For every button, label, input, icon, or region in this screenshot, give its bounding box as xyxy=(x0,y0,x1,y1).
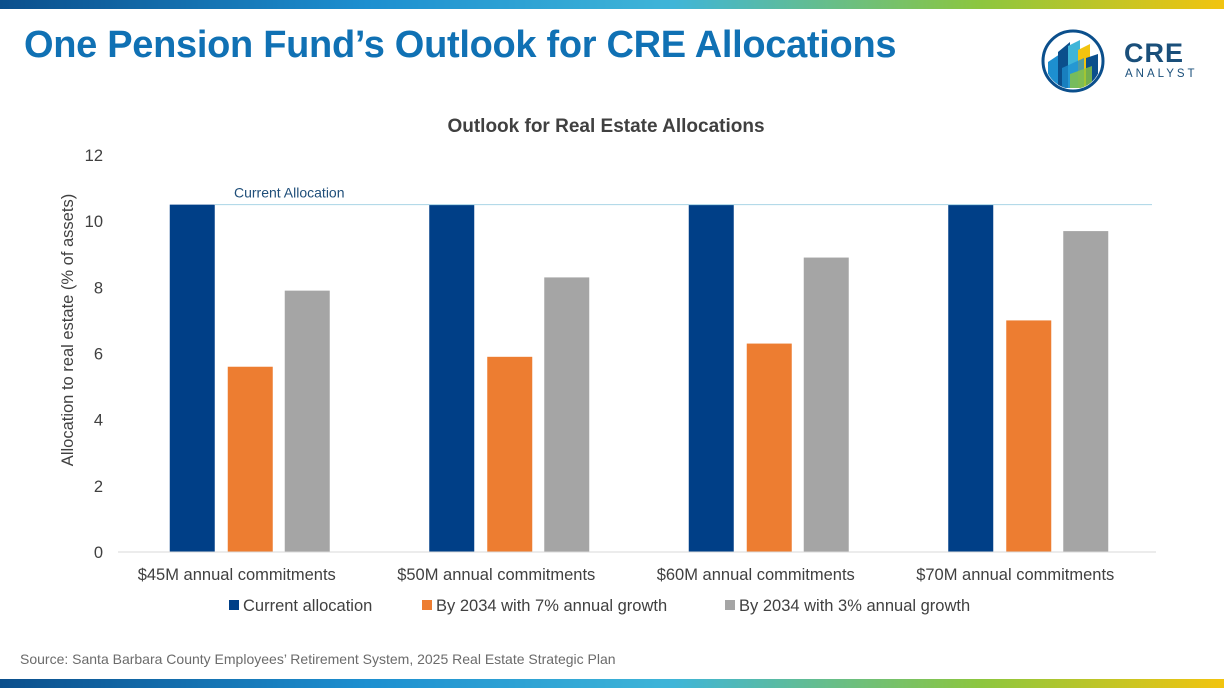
bottom-accent-bar xyxy=(0,679,1224,688)
source-note: Source: Santa Barbara County Employees’ … xyxy=(20,651,616,667)
y-tick-label: 0 xyxy=(94,544,103,562)
chart-title: Outlook for Real Estate Allocations xyxy=(447,116,764,137)
y-axis-label: Allocation to real estate (% of assets) xyxy=(59,194,77,466)
reference-line-group: Current Allocation xyxy=(215,185,1152,206)
bar-3pct-2 xyxy=(544,277,590,552)
bar-7pct-1 xyxy=(227,366,273,552)
legend-label: Current allocation xyxy=(243,597,372,615)
reference-line-label: Current Allocation xyxy=(234,185,345,201)
bar-7pct-4 xyxy=(1006,320,1052,552)
bar-3pct-4 xyxy=(1063,231,1109,552)
y-tick-label: 6 xyxy=(94,346,103,364)
bar-series xyxy=(169,204,1109,552)
y-tick-label: 10 xyxy=(85,213,103,231)
x-tick-label: $60M annual commitments xyxy=(657,566,855,584)
page-title: One Pension Fund’s Outlook for CRE Alloc… xyxy=(24,24,897,66)
x-tick-label: $50M annual commitments xyxy=(397,566,595,584)
bar-current-3 xyxy=(688,204,734,552)
y-tick-label: 8 xyxy=(94,279,103,297)
legend: Current allocation By 2034 with 7% annual… xyxy=(229,597,970,615)
top-accent-bar xyxy=(0,0,1224,9)
bar-7pct-2 xyxy=(487,356,533,552)
legend-swatch xyxy=(422,600,432,610)
logo-text-sub: ANALYST xyxy=(1125,68,1198,80)
bar-current-1 xyxy=(169,204,215,552)
x-tick-label: $70M annual commitments xyxy=(916,566,1114,584)
legend-label: By 2034 with 7% annual growth xyxy=(436,597,667,615)
logo-text-main: CRE xyxy=(1124,38,1185,68)
x-axis-ticks: $45M annual commitments $50M annual commi… xyxy=(138,566,1115,584)
legend-swatch xyxy=(725,600,735,610)
bar-7pct-3 xyxy=(746,343,792,552)
legend-label: By 2034 with 3% annual growth xyxy=(739,597,970,615)
x-tick-label: $45M annual commitments xyxy=(138,566,336,584)
y-axis-ticks: 0 2 4 6 8 10 12 xyxy=(85,147,103,562)
y-tick-label: 12 xyxy=(85,147,103,165)
bar-current-2 xyxy=(429,204,475,552)
y-tick-label: 2 xyxy=(94,478,103,496)
logo-emblem-icon xyxy=(1041,29,1105,93)
bar-3pct-3 xyxy=(803,257,849,552)
cre-analyst-logo: CRE ANALYST xyxy=(1040,28,1210,94)
y-tick-label: 4 xyxy=(94,412,103,430)
legend-swatch xyxy=(229,600,239,610)
bar-current-4 xyxy=(948,204,994,552)
bar-3pct-1 xyxy=(284,290,330,552)
